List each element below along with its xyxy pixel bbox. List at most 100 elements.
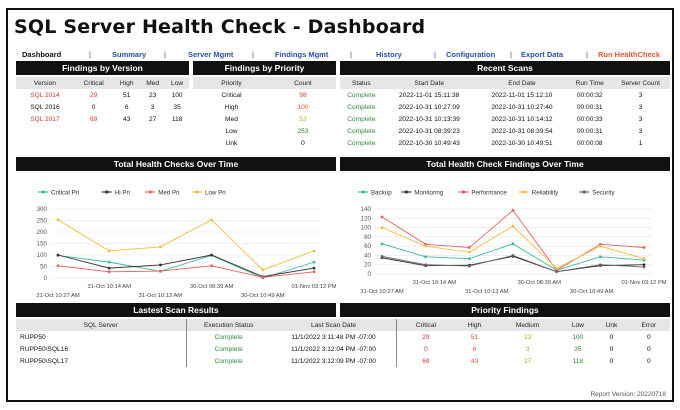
data-point xyxy=(210,218,214,222)
table-row[interactable]: High 100 xyxy=(193,101,336,113)
med-cell: 27 xyxy=(148,115,157,123)
count-cell: 0 xyxy=(301,139,305,147)
legend-marker xyxy=(522,190,526,194)
table-row[interactable]: RUPP50\SQL16 Complete 11/1/2022 3:12:04 PM… xyxy=(16,343,396,355)
legend-marker xyxy=(461,190,465,194)
server-cell[interactable]: RUPP50\SQL17 xyxy=(20,357,69,365)
nav-export-data[interactable]: Export Data xyxy=(521,50,564,59)
column-header: Status xyxy=(340,77,383,89)
table-row[interactable]: Unk 0 xyxy=(193,137,336,149)
server-count-cell: 3 xyxy=(638,103,643,111)
table-row[interactable]: SQL 2017 69 43 27 118 xyxy=(16,113,189,125)
column-header: Last Scan Date xyxy=(271,319,396,331)
data-point xyxy=(261,268,265,272)
critical-cell: 0 xyxy=(91,103,96,111)
table-row[interactable]: Complete 2022-10-31 08:39:23 2022-10-31 08… xyxy=(340,125,670,137)
legend-label: Performance xyxy=(471,190,507,197)
y-tick-label: 200 xyxy=(37,229,48,236)
y-tick-label: 50 xyxy=(40,264,47,271)
table-row[interactable]: RUPP50\SQL17 Complete 11/1/2022 3:12:09 PM… xyxy=(16,355,396,367)
total-findings-chart-header: Total Health Check Findings Over Time xyxy=(340,157,670,171)
column-header: High xyxy=(454,319,495,331)
table-row: 0 6 3 35 0 0 xyxy=(395,343,670,355)
high-cell: 43 xyxy=(123,115,131,123)
table-row[interactable]: Complete 2022-10-31 10:13:39 2022-10-31 10… xyxy=(340,113,670,125)
y-tick-label: 150 xyxy=(37,241,48,248)
column-header: Unk xyxy=(594,319,629,331)
nav-server-mgmt[interactable]: Server Mgmt xyxy=(188,50,234,59)
priority-findings-table: Critical High Medium Low Unk Error 29 51 2… xyxy=(395,319,670,367)
table-row[interactable]: Low 253 xyxy=(193,125,336,137)
run-time-cell: 00:00:08 xyxy=(576,139,603,147)
unk-cell: 0 xyxy=(609,357,614,365)
data-point xyxy=(210,253,214,257)
data-point xyxy=(467,250,471,254)
start-date-cell: 2022-11-01 15:11:38 xyxy=(399,91,460,99)
server-count-cell: 3 xyxy=(638,127,643,135)
x-tick-label: 31-Oct 10:14 AM xyxy=(413,280,457,286)
column-header: SQL Server xyxy=(16,319,186,331)
execution-status-cell: Complete xyxy=(185,355,271,367)
server-count-cell: 3 xyxy=(638,91,643,99)
nav-run-healthcheck[interactable]: Run HealthCheck xyxy=(598,50,661,59)
version-cell[interactable]: SQL 2017 xyxy=(30,115,60,123)
data-point xyxy=(555,270,559,274)
nav-summary[interactable]: Summary xyxy=(112,50,147,59)
table-row[interactable]: Critical 98 xyxy=(193,89,336,101)
server-cell[interactable]: RUPP50 xyxy=(20,333,46,341)
status-cell: Complete xyxy=(347,115,376,123)
nav-separator: | xyxy=(350,50,352,59)
data-point xyxy=(598,255,602,259)
data-point xyxy=(467,246,471,249)
x-tick-label: 31-Oct 10:14 AM xyxy=(87,284,131,290)
y-tick-label: 80 xyxy=(364,234,371,241)
legend-item: Security xyxy=(579,190,615,197)
server-count-cell: 1 xyxy=(638,139,643,147)
version-cell[interactable]: SQL 2016 xyxy=(30,103,60,111)
data-point xyxy=(511,224,515,228)
recent-scans-table: Status Start Date End Date Run Time Serv… xyxy=(340,77,670,149)
data-point xyxy=(424,244,428,248)
table-row[interactable]: Complete 2022-10-31 10:27:09 2022-10-31 10… xyxy=(340,101,670,113)
table-row[interactable]: RUPP50 Complete 11/1/2022 3:11:48 PM -07:0… xyxy=(16,331,396,343)
column-header: Low xyxy=(560,319,595,331)
data-point xyxy=(598,263,602,267)
table-row[interactable]: Complete 2022-10-30 10:49:43 2022-10-30 10… xyxy=(340,137,670,149)
data-point xyxy=(642,246,646,249)
data-point xyxy=(424,255,428,259)
critical-cell: 29 xyxy=(395,331,455,343)
version-cell[interactable]: SQL 2014 xyxy=(30,91,60,99)
latest-scan-table: SQL Server Execution Status Last Scan Da… xyxy=(16,319,396,367)
table-row[interactable]: Complete 2022-11-01 15:11:38 2022-11-01 15… xyxy=(340,89,670,101)
column-header: Execution Status xyxy=(185,319,271,331)
y-tick-label: 100 xyxy=(37,252,48,259)
table-row: 69 43 27 118 0 0 xyxy=(395,355,670,367)
data-point xyxy=(159,245,162,249)
status-cell: Complete xyxy=(347,103,376,111)
nav-dashboard[interactable]: Dashboard xyxy=(22,50,62,59)
table-row[interactable]: SQL 2014 29 51 23 100 xyxy=(16,89,189,101)
column-header: Critical xyxy=(73,77,114,89)
start-date-cell: 2022-10-31 10:27:09 xyxy=(398,103,460,111)
table-row[interactable]: SQL 2016 0 6 3 35 xyxy=(16,101,189,113)
medium-cell: 3 xyxy=(525,345,530,353)
run-time-cell: 00:00:33 xyxy=(576,115,603,123)
nav-configuration[interactable]: Configuration xyxy=(446,50,496,59)
last-scan-date-cell: 11/1/2022 3:12:09 PM -07:00 xyxy=(291,357,376,365)
data-point xyxy=(467,257,471,261)
legend-marker xyxy=(105,190,109,194)
critical-cell: 69 xyxy=(395,355,455,367)
x-tick-label: 30-Oct 10:49 AM xyxy=(570,289,614,295)
nav-history[interactable]: History xyxy=(376,50,402,59)
priority-cell: Critical xyxy=(221,91,242,99)
server-cell[interactable]: RUPP50\SQL16 xyxy=(20,345,69,353)
run-time-cell: 00:00:31 xyxy=(576,127,603,135)
table-row: 29 51 23 100 0 0 xyxy=(395,331,670,343)
data-point xyxy=(642,263,646,267)
table-header-row: SQL Server Execution Status Last Scan Da… xyxy=(16,319,396,331)
page-title: SQL Server Health Check - Dashboard xyxy=(14,16,426,38)
legend-item: Low Pri xyxy=(192,190,226,197)
nav-findings-mgmt[interactable]: Findings Mgmt xyxy=(275,50,329,59)
table-row[interactable]: Med 53 xyxy=(193,113,336,125)
end-date-cell: 2022-11-01 15:12:10 xyxy=(491,91,553,99)
